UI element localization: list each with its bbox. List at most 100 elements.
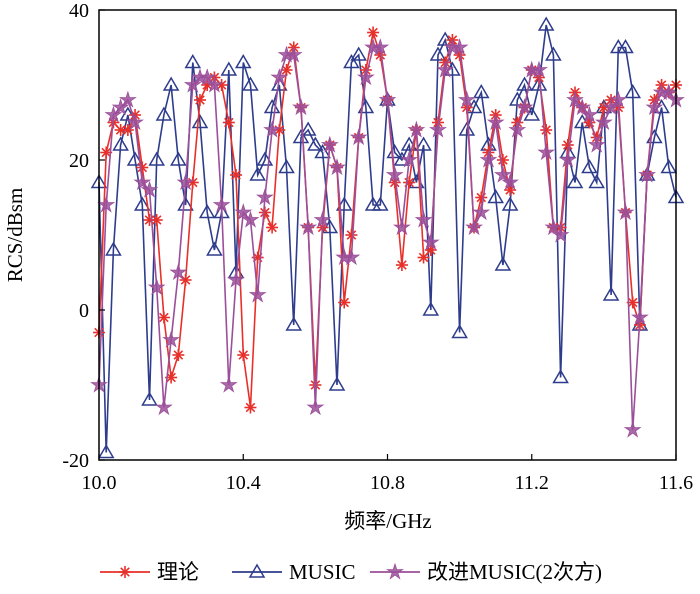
star-marker [219,375,238,393]
asterisk-marker [119,566,131,578]
triangle-marker [537,16,555,31]
star-marker [169,263,188,281]
star-marker [616,203,635,221]
star-marker [537,143,556,161]
triangle-marker [422,301,440,316]
star-marker [486,113,505,131]
triangle-marker [335,196,353,211]
star-marker [566,90,584,108]
triangle-marker [523,106,541,121]
triangle-marker [285,316,303,331]
star-marker [292,98,310,116]
x-tick-label: 10.8 [370,472,405,494]
triangle-marker [552,369,569,384]
triangle-marker [220,61,238,76]
x-tick-label: 11.2 [515,472,549,494]
star-marker [631,308,649,326]
triangle-marker [472,84,490,99]
triangle-marker [458,121,476,136]
star-marker [227,270,245,288]
triangle-marker [126,151,144,166]
star-marker [501,173,519,191]
asterisk-marker [561,139,574,151]
star-marker [645,98,664,116]
triangle-marker [350,46,367,61]
star-marker [212,195,231,213]
star-marker [176,173,195,191]
star-marker [558,150,577,168]
star-marker [270,68,289,86]
triangle-marker [184,54,202,69]
star-marker [436,60,455,78]
triangle-marker [249,166,266,181]
triangle-marker [573,114,591,129]
star-marker [97,195,116,213]
star-marker [357,68,375,86]
x-tick-label: 10.4 [226,472,261,494]
triangle-marker [141,391,158,406]
star-marker [328,158,346,176]
star-marker [472,203,491,221]
star-marker [450,38,469,56]
asterisk-marker [367,26,380,39]
triangle-marker [328,376,346,391]
asterisk-marker [417,251,430,264]
star-marker [104,105,123,123]
star-marker [385,165,404,183]
star-marker [133,173,152,191]
star-marker [147,278,166,296]
legend: 理论 MUSIC 改进MUSIC(2次方) [100,560,602,584]
asterisk-marker [338,296,351,309]
star-marker [602,98,620,116]
star-marker [587,135,606,153]
triangle-marker [97,444,115,459]
asterisk-marker [626,296,639,309]
star-marker [429,120,447,138]
star-marker [256,188,274,206]
x-tick-label: 11.6 [659,472,693,494]
triangle-marker [234,54,252,69]
series-0 [93,26,682,414]
y-tick-label: 0 [79,300,89,322]
triangle-marker [162,76,180,91]
y-tick-label: -20 [62,450,89,472]
star-marker [551,225,570,243]
y-tick-label: 20 [69,150,89,172]
series-1 [90,16,685,459]
star-marker [248,285,267,303]
triangle-marker [602,286,620,301]
star-marker [544,218,563,236]
x-axis-label: 频率/GHz [344,509,432,533]
triangle-marker [343,54,360,69]
star-marker [198,68,217,86]
triangle-marker [155,106,173,121]
legend-label: MUSIC [289,560,356,584]
star-marker [155,398,173,416]
asterisk-marker [237,349,250,361]
asterisk-marker [244,401,257,414]
triangle-marker [581,159,598,174]
asterisk-marker [395,259,408,271]
triangle-marker [170,151,187,166]
triangle-marker [487,189,504,204]
star-marker [183,75,202,93]
star-marker [118,90,137,108]
star-marker [263,120,281,138]
triangle-marker [299,121,317,136]
star-marker [609,90,628,108]
triangle-marker [112,136,129,151]
star-marker [530,60,548,78]
triangle-marker [465,99,483,114]
star-marker [320,135,339,153]
legend-item: 理论 [100,560,199,584]
triangle-marker [105,241,122,256]
star-marker [595,113,613,131]
asterisk-marker [165,371,178,384]
triangle-marker [566,174,584,189]
asterisk-marker [222,116,235,129]
triangle-marker [530,76,548,91]
asterisk-marker [157,311,170,324]
star-marker [414,210,433,228]
star-marker [205,75,224,93]
